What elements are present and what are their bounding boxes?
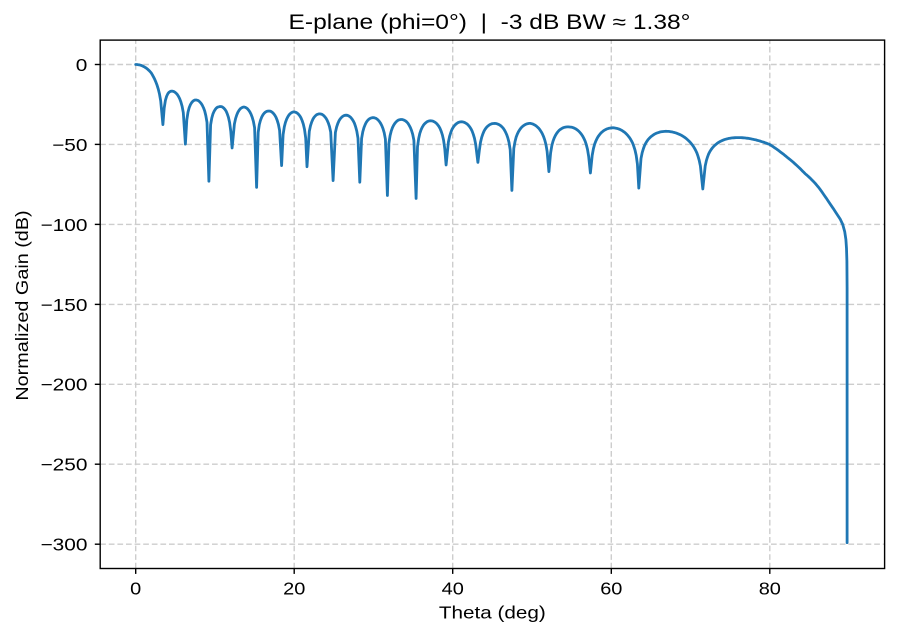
svg-text:E-plane (phi=0°) | -3 dB BW: E-plane (phi=0°) | -3 dB BW ≈ 1.38° [289,10,691,34]
svg-text:80: 80 [759,579,781,599]
svg-text:Normalized Gain (dB): Normalized Gain (dB) [13,210,33,400]
svg-text:20: 20 [283,579,305,599]
svg-text:−100: −100 [41,216,88,235]
svg-text:−200: −200 [41,376,88,395]
svg-text:40: 40 [442,579,464,599]
svg-text:−300: −300 [41,536,88,555]
svg-text:−150: −150 [41,296,88,315]
svg-text:0: 0 [76,56,88,75]
svg-text:−250: −250 [41,456,88,475]
svg-text:60: 60 [600,579,622,599]
svg-text:0: 0 [130,579,141,599]
svg-text:−50: −50 [52,136,87,155]
svg-text:Theta (deg): Theta (deg) [439,603,546,623]
